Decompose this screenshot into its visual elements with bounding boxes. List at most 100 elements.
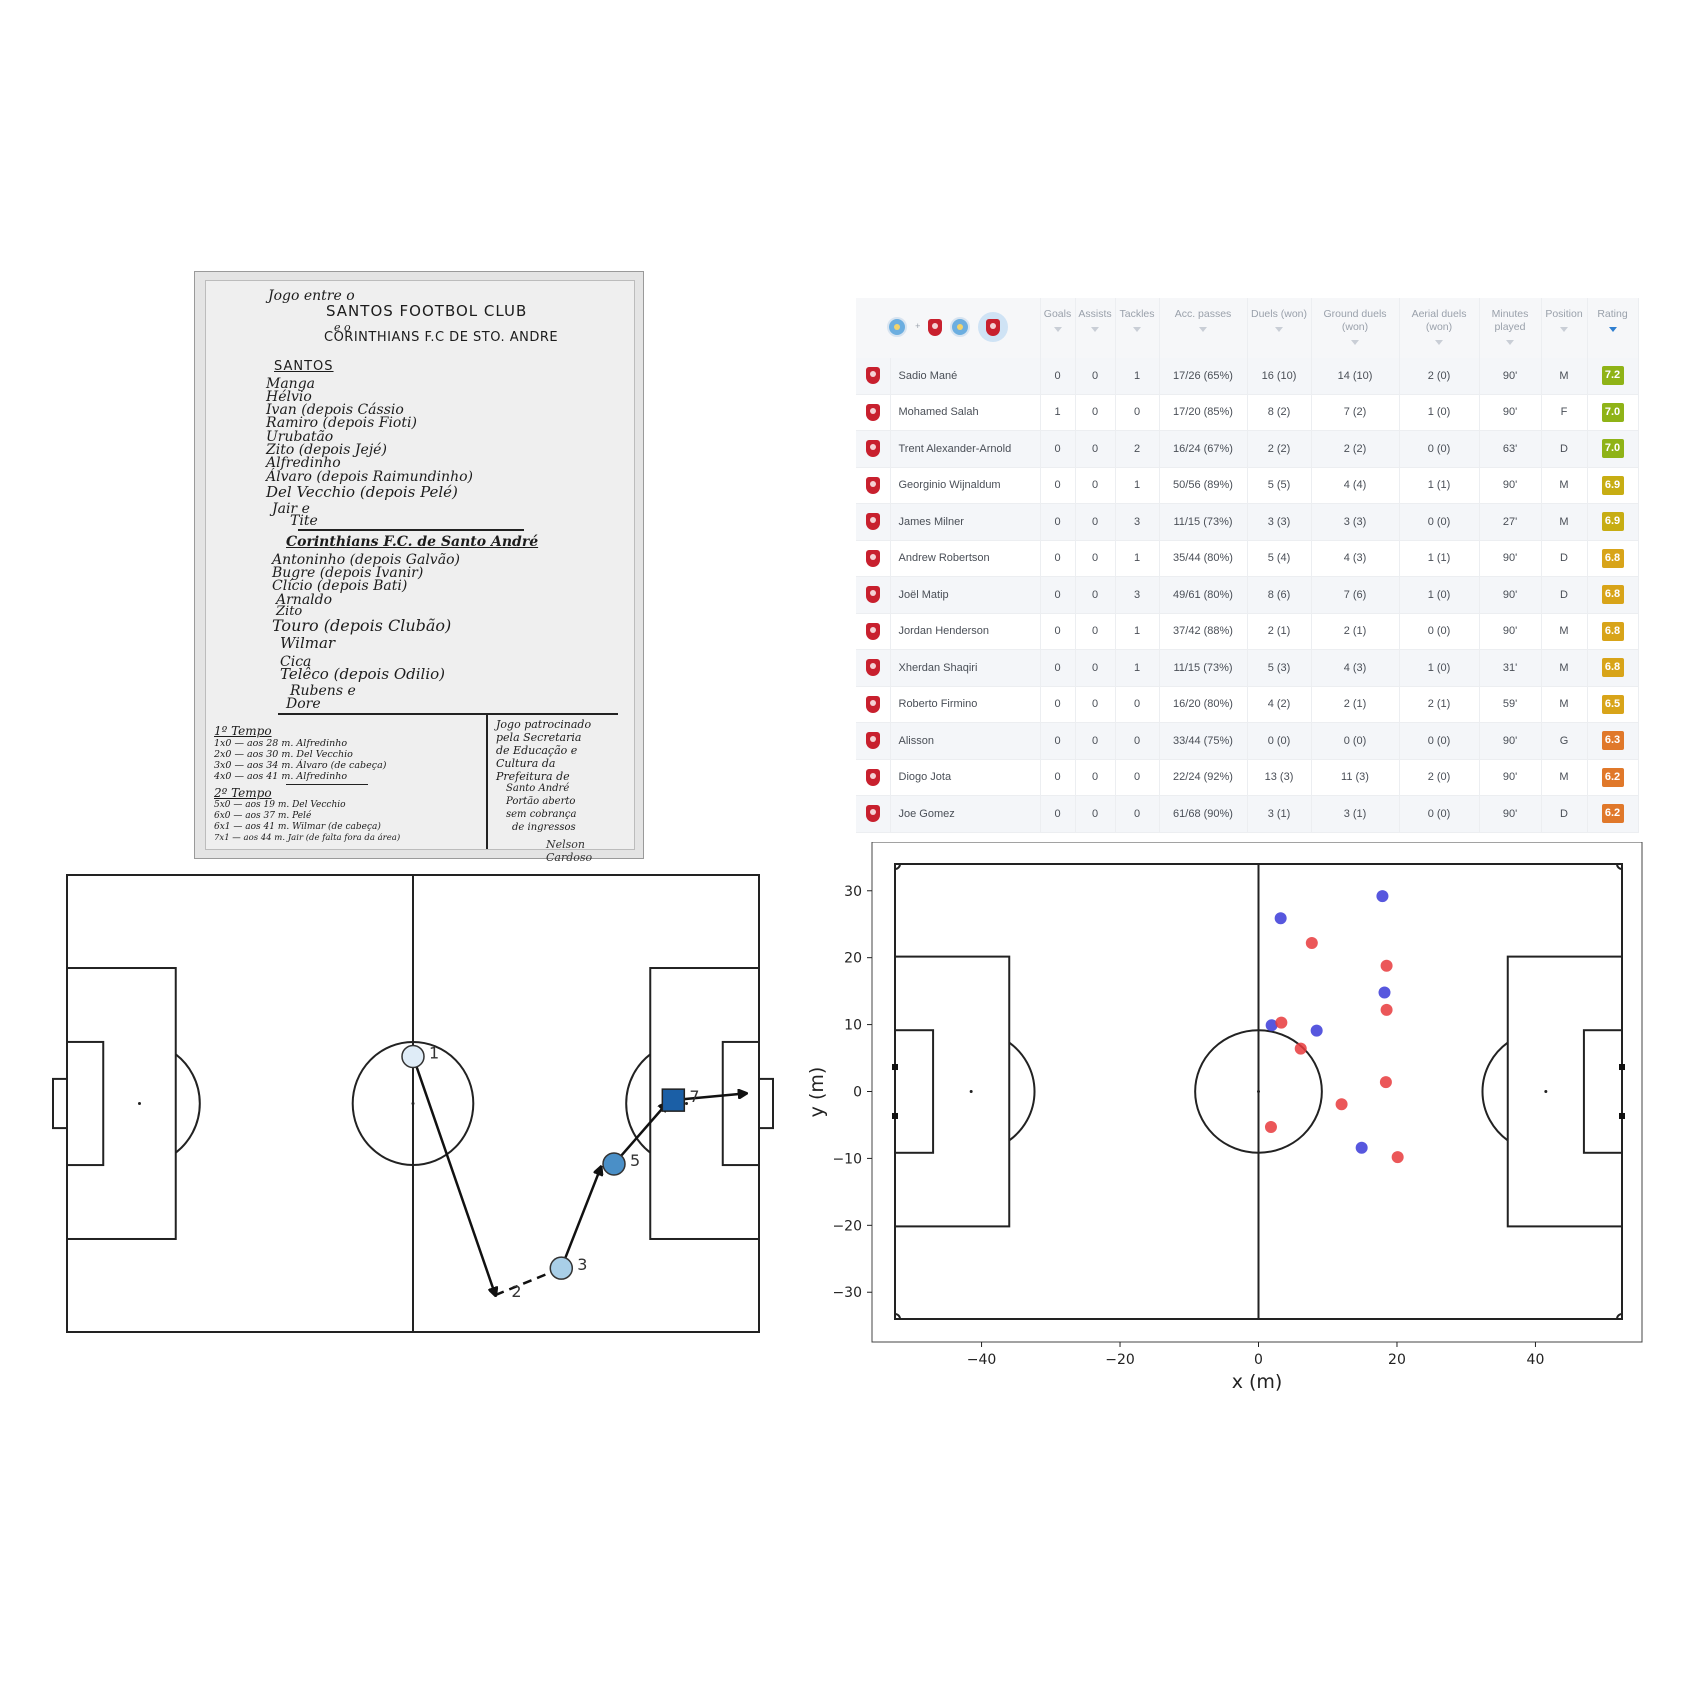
player-row[interactable]: James Milner 0 0 3 11/15 (73%) 3 (3) 3 (3) 0 (0… bbox=[856, 503, 1639, 541]
player-name[interactable]: Trent Alexander-Arnold bbox=[890, 430, 1041, 468]
tackles-cell: 3 bbox=[1115, 503, 1160, 541]
minutes-cell: 27' bbox=[1479, 503, 1542, 541]
note-divider bbox=[486, 715, 488, 849]
minutes-cell: 90' bbox=[1479, 467, 1542, 504]
red-player-point bbox=[1380, 1003, 1393, 1016]
column-header-tackles[interactable]: Tackles bbox=[1115, 298, 1160, 358]
column-header-assists[interactable]: Assists bbox=[1075, 298, 1116, 358]
duels-cell: 2 (2) bbox=[1247, 430, 1312, 468]
divider-line bbox=[298, 529, 524, 531]
column-header-acc-passes[interactable]: Acc. passes bbox=[1159, 298, 1248, 358]
note-line: Cultura da bbox=[496, 757, 556, 770]
player-row[interactable]: Sadio Mané 0 0 1 17/26 (65%) 16 (10) 14 (10) 2 … bbox=[856, 358, 1639, 395]
divider-line bbox=[278, 713, 618, 715]
sort-arrow-icon bbox=[1608, 327, 1617, 333]
penalty-spot-right bbox=[685, 1102, 689, 1105]
liverpool-crest-icon bbox=[865, 549, 880, 567]
goals-cell: 0 bbox=[1040, 613, 1076, 650]
column-header-goals[interactable]: Goals bbox=[1040, 298, 1076, 358]
ground-duels-cell: 3 (1) bbox=[1311, 795, 1400, 833]
column-header-duels[interactable]: Duels (won) bbox=[1247, 298, 1312, 358]
club-crest-cell bbox=[856, 394, 891, 431]
goals-cell: 0 bbox=[1040, 358, 1076, 395]
blue-player-point bbox=[1355, 1141, 1368, 1154]
ground-duels-cell: 7 (2) bbox=[1311, 394, 1400, 431]
note-line: de Educação e bbox=[496, 744, 578, 757]
player-name[interactable]: Mohamed Salah bbox=[890, 394, 1041, 431]
player-name[interactable]: James Milner bbox=[890, 503, 1041, 541]
player-name[interactable]: Diogo Jota bbox=[890, 759, 1041, 796]
player-name[interactable]: Joël Matip bbox=[890, 576, 1041, 614]
sort-arrow-icon bbox=[1133, 327, 1142, 333]
scoresheet-paper: Jogo entre o SANTOS FOOTBOL CLUB e o COR… bbox=[205, 280, 635, 864]
player-name[interactable]: Roberto Firmino bbox=[890, 686, 1041, 723]
penalty-area-left bbox=[66, 967, 177, 1240]
rating-cell: 6.8 bbox=[1587, 540, 1639, 577]
assists-cell: 0 bbox=[1075, 430, 1116, 468]
player-name[interactable]: Xherdan Shaqiri bbox=[890, 649, 1041, 687]
corinthians-player: Cica bbox=[280, 654, 312, 670]
column-header-aerial-duels[interactable]: Aerial duels (won) bbox=[1399, 298, 1480, 358]
liverpool-crest-icon[interactable] bbox=[928, 318, 943, 336]
player-row[interactable]: Trent Alexander-Arnold 0 0 2 16/24 (67%) 2 (2… bbox=[856, 430, 1639, 468]
assists-cell: 0 bbox=[1075, 540, 1116, 577]
player-name[interactable]: Sadio Mané bbox=[890, 358, 1041, 395]
club-crest-cell bbox=[856, 467, 891, 504]
column-header-minutes[interactable]: Minutes played bbox=[1479, 298, 1542, 358]
acc-passes-cell: 16/24 (67%) bbox=[1159, 430, 1248, 468]
player-row[interactable]: Mohamed Salah 1 0 0 17/20 (85%) 8 (2) 7 (2) 1 (… bbox=[856, 394, 1639, 431]
note-line: Portão aberto bbox=[506, 796, 576, 807]
note-line: Prefeitura de bbox=[496, 770, 570, 783]
duels-cell: 8 (6) bbox=[1247, 576, 1312, 614]
minutes-cell: 90' bbox=[1479, 394, 1542, 431]
liverpool-filter-selected[interactable] bbox=[978, 312, 1009, 342]
rating-cell: 6.8 bbox=[1587, 576, 1639, 614]
player-row[interactable]: Xherdan Shaqiri 0 0 1 11/15 (73%) 5 (3) 4 (3) 1… bbox=[856, 649, 1639, 687]
player-row[interactable]: Joe Gomez 0 0 0 61/68 (90%) 3 (1) 3 (1) 0 (0) 90… bbox=[856, 795, 1639, 833]
player-name[interactable]: Jordan Henderson bbox=[890, 613, 1041, 650]
six-yard-box-right bbox=[1582, 1029, 1624, 1154]
player-name[interactable]: Georginio Wijnaldum bbox=[890, 467, 1041, 504]
connector-text: e o bbox=[334, 321, 351, 334]
duels-cell: 0 (0) bbox=[1247, 722, 1312, 760]
man-city-crest-icon[interactable] bbox=[887, 317, 908, 337]
player-row[interactable]: Alisson 0 0 0 33/44 (75%) 0 (0) 0 (0) 0 (0) 90' G… bbox=[856, 722, 1639, 760]
player-name[interactable]: Joe Gomez bbox=[890, 795, 1041, 833]
column-header-rating[interactable]: Rating bbox=[1587, 298, 1639, 358]
player-name[interactable]: Alisson bbox=[890, 722, 1041, 760]
scoresheet-heading: Jogo entre o bbox=[268, 288, 355, 304]
rating-badge: 6.8 bbox=[1601, 585, 1624, 605]
red-player-point bbox=[1294, 1042, 1307, 1055]
santos-player: Hélvio bbox=[266, 389, 312, 405]
liverpool-crest-icon bbox=[865, 476, 880, 494]
stats-grid: + Goals Assists Tackles Acc. passes Duel… bbox=[856, 298, 1639, 833]
tackles-cell: 0 bbox=[1115, 795, 1160, 833]
rating-badge: 6.8 bbox=[1601, 658, 1624, 678]
player-row[interactable]: Joël Matip 0 0 3 49/61 (80%) 8 (6) 7 (6) 1 (0) 9… bbox=[856, 576, 1639, 614]
man-city-crest-icon[interactable] bbox=[950, 317, 971, 337]
sort-arrow-icon bbox=[1199, 327, 1208, 333]
liverpool-crest-icon bbox=[865, 622, 880, 640]
column-header-ground-duels[interactable]: Ground duels (won) bbox=[1311, 298, 1400, 358]
player-row[interactable]: Andrew Robertson 0 0 1 35/44 (80%) 5 (4) 4 (3)… bbox=[856, 540, 1639, 577]
player-name[interactable]: Andrew Robertson bbox=[890, 540, 1041, 577]
rating-badge: 6.8 bbox=[1601, 548, 1624, 568]
blue-player-point bbox=[1310, 1024, 1323, 1037]
tackles-cell: 3 bbox=[1115, 576, 1160, 614]
rating-cell: 6.5 bbox=[1587, 686, 1639, 723]
santos-player: Manga bbox=[266, 376, 316, 392]
rating-badge: 6.8 bbox=[1601, 621, 1624, 641]
event-marker bbox=[661, 1088, 686, 1112]
penalty-spot-left bbox=[137, 1102, 141, 1105]
aerial-duels-cell: 2 (0) bbox=[1399, 358, 1480, 395]
player-row[interactable]: Georginio Wijnaldum 0 0 1 50/56 (89%) 5 (5) 4 … bbox=[856, 467, 1639, 504]
rating-cell: 6.2 bbox=[1587, 759, 1639, 796]
column-header-position[interactable]: Position bbox=[1541, 298, 1588, 358]
player-row[interactable]: Jordan Henderson 0 0 1 37/42 (88%) 2 (1) 2 (1)… bbox=[856, 613, 1639, 650]
rating-badge: 6.9 bbox=[1601, 512, 1624, 532]
player-row[interactable]: Diogo Jota 0 0 0 22/24 (92%) 13 (3) 11 (3) 2 (0… bbox=[856, 759, 1639, 796]
player-row[interactable]: Roberto Firmino 0 0 0 16/20 (80%) 4 (2) 2 (1) 2… bbox=[856, 686, 1639, 723]
goal-post bbox=[892, 1064, 898, 1071]
minutes-cell: 90' bbox=[1479, 795, 1542, 833]
penalty-arc-right bbox=[1481, 1041, 1509, 1142]
